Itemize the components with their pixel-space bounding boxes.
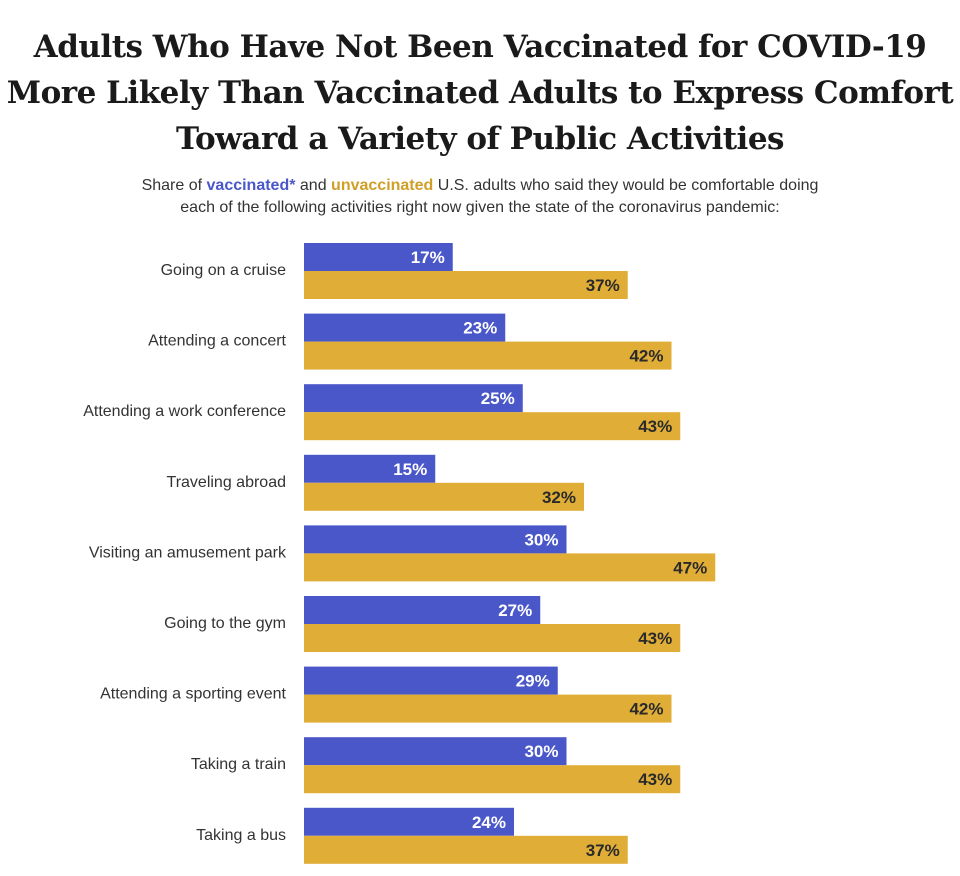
category-group: Attending a work conference 25% 43% — [83, 384, 681, 441]
subtitle-pre: Share of — [141, 177, 207, 194]
bar-unvaccinated — [304, 482, 584, 511]
title-line-2: More Likely Than Vaccinated Adults to Ex… — [6, 75, 954, 111]
legend-unvaccinated: unvaccinated — [331, 177, 434, 194]
value-label-vaccinated: 15% — [393, 460, 427, 479]
category-group: Attending a concert 23% 42% — [148, 313, 672, 370]
bar-vaccinated — [304, 807, 514, 836]
subtitle-line-1: Share of vaccinated* and unvaccinated U.… — [0, 175, 960, 197]
subtitle-post: U.S. adults who said they would be comfo… — [433, 177, 819, 194]
value-label-unvaccinated: 47% — [673, 558, 707, 577]
value-label-vaccinated: 23% — [463, 319, 497, 338]
category-label: Traveling abroad — [167, 474, 286, 491]
value-label-vaccinated: 24% — [472, 813, 506, 832]
category-group: Taking a train 30% 43% — [191, 737, 681, 794]
bar-unvaccinated — [304, 271, 628, 299]
category-label: Attending a work conference — [83, 403, 286, 420]
category-label: Going on a cruise — [161, 262, 287, 279]
category-label: Going to the gym — [164, 615, 286, 632]
chart-subtitle: Share of vaccinated* and unvaccinated U.… — [0, 175, 960, 219]
value-label-vaccinated: 30% — [524, 742, 558, 761]
value-label-unvaccinated: 37% — [586, 841, 620, 860]
value-label-vaccinated: 27% — [498, 601, 532, 620]
chart-title: Adults Who Have Not Been Vaccinated for … — [0, 24, 960, 162]
bar-vaccinated — [304, 384, 523, 413]
bar-vaccinated — [304, 525, 567, 554]
title-line-3: Toward a Variety of Public Activities — [175, 121, 785, 157]
value-label-unvaccinated: 43% — [638, 629, 672, 648]
bar-vaccinated — [304, 596, 541, 624]
category-group: Going to the gym 27% 43% — [164, 596, 681, 652]
bar-unvaccinated — [304, 412, 681, 441]
bar-unvaccinated — [304, 553, 716, 582]
value-label-unvaccinated: 43% — [638, 770, 672, 789]
bar-unvaccinated — [304, 624, 681, 652]
category-label: Attending a concert — [148, 333, 286, 350]
category-label: Taking a bus — [196, 827, 286, 844]
category-group: Going on a cruise 17% 37% — [161, 243, 628, 299]
bar-unvaccinated — [304, 765, 681, 794]
category-group: Traveling abroad 15% 32% — [167, 454, 584, 511]
bar-vaccinated — [304, 666, 558, 695]
title-line-1: Adults Who Have Not Been Vaccinated for … — [33, 29, 927, 65]
bar-vaccinated — [304, 243, 453, 271]
value-label-unvaccinated: 43% — [638, 417, 672, 436]
bar-unvaccinated — [304, 341, 672, 370]
category-label: Visiting an amusement park — [89, 544, 287, 561]
category-label: Taking a train — [191, 756, 286, 773]
subtitle-line-2: each of the following activities right n… — [180, 199, 780, 216]
value-label-unvaccinated: 37% — [586, 276, 620, 295]
bar-unvaccinated — [304, 835, 628, 864]
category-group: Taking a bus 24% 37% — [196, 807, 628, 864]
value-label-unvaccinated: 42% — [629, 700, 663, 719]
bar-unvaccinated — [304, 694, 672, 723]
bar-vaccinated — [304, 737, 567, 766]
value-label-unvaccinated: 32% — [542, 488, 576, 507]
value-label-vaccinated: 29% — [516, 672, 550, 691]
value-label-vaccinated: 25% — [481, 389, 515, 408]
value-label-unvaccinated: 42% — [629, 347, 663, 366]
category-group: Visiting an amusement park 30% 47% — [89, 525, 716, 582]
subtitle-mid: and — [295, 177, 332, 194]
bar-vaccinated — [304, 313, 506, 342]
category-group: Attending a sporting event 29% 42% — [100, 666, 672, 723]
category-label: Attending a sporting event — [100, 686, 286, 703]
value-label-vaccinated: 17% — [411, 248, 445, 267]
legend-vaccinated: vaccinated* — [206, 177, 296, 194]
bar-vaccinated — [304, 454, 436, 483]
value-label-vaccinated: 30% — [524, 530, 558, 549]
